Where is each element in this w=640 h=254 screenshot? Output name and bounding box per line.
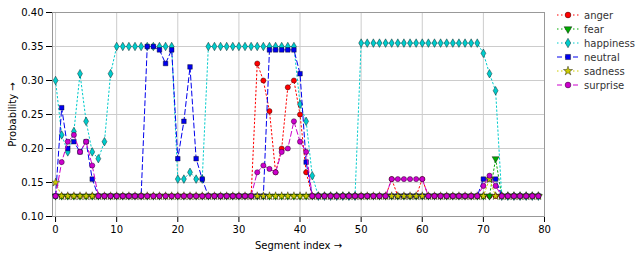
html-text:anger: anger <box>584 9 614 21</box>
svg-text:Probability →: Probability → <box>7 82 18 146</box>
html-text:happiness: happiness <box>584 37 635 49</box>
svg-text:0.30: 0.30 <box>21 75 43 86</box>
svg-text:0.40: 0.40 <box>21 7 43 18</box>
svg-text:0.35: 0.35 <box>21 41 43 52</box>
svg-text:0.25: 0.25 <box>21 109 43 120</box>
svg-text:10: 10 <box>110 224 123 235</box>
html-text:neutral: neutral <box>584 51 620 63</box>
svg-text:80: 80 <box>538 224 551 235</box>
html-text:surprise: surprise <box>584 79 625 91</box>
svg-text:30: 30 <box>233 224 246 235</box>
svg-text:Segment index →: Segment index → <box>255 240 342 251</box>
svg-text:20: 20 <box>171 224 184 235</box>
svg-text:50: 50 <box>355 224 368 235</box>
svg-text:70: 70 <box>477 224 490 235</box>
html-text:fear: fear <box>584 23 604 35</box>
svg-text:0.10: 0.10 <box>21 211 43 222</box>
svg-text:0.15: 0.15 <box>21 177 43 188</box>
svg-text:60: 60 <box>416 224 429 235</box>
svg-text:40: 40 <box>294 224 307 235</box>
svg-text:0.20: 0.20 <box>21 143 43 154</box>
html-text:sadness: sadness <box>584 65 625 77</box>
svg-text:0: 0 <box>52 224 58 235</box>
